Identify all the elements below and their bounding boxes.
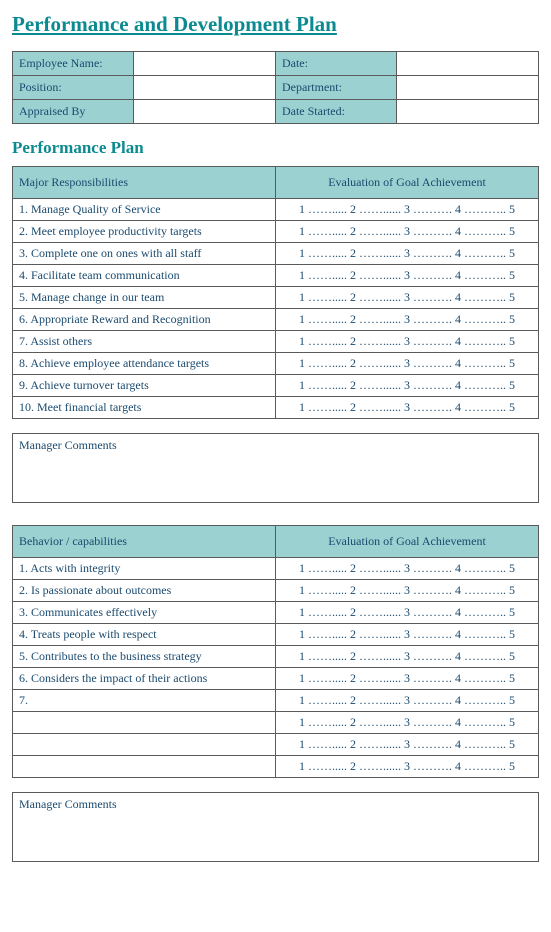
responsibility-item: 2. Meet employee productivity targets: [13, 221, 276, 243]
table-row: 2. Meet employee productivity targets1 ……: [13, 221, 539, 243]
page-title: Performance and Development Plan: [12, 12, 539, 37]
table-row: 1 ……..... 2 ……...... 3 ………. 4 ……….. 5: [13, 756, 539, 778]
table-row: 3. Complete one on ones with all staff1 …: [13, 243, 539, 265]
evaluation-scale[interactable]: 1 ……..... 2 ……...... 3 ………. 4 ……….. 5: [276, 309, 539, 331]
responsibility-item: 10. Meet financial targets: [13, 397, 276, 419]
behaviors-header-left: Behavior / capabilities: [13, 526, 276, 558]
table-row: 8. Achieve employee attendance targets1 …: [13, 353, 539, 375]
evaluation-scale[interactable]: 1 ……..... 2 ……...... 3 ………. 4 ……….. 5: [276, 199, 539, 221]
table-row: 10. Meet financial targets1 ……..... 2 ………: [13, 397, 539, 419]
evaluation-scale[interactable]: 1 ……..... 2 ……...... 3 ………. 4 ……….. 5: [276, 690, 539, 712]
info-label: Department:: [275, 76, 396, 100]
evaluation-scale[interactable]: 1 ……..... 2 ……...... 3 ………. 4 ……….. 5: [276, 265, 539, 287]
table-row: 1 ……..... 2 ……...... 3 ………. 4 ……….. 5: [13, 712, 539, 734]
evaluation-scale[interactable]: 1 ……..... 2 ……...... 3 ………. 4 ……….. 5: [276, 734, 539, 756]
behavior-item: [13, 756, 276, 778]
behavior-item: 5. Contributes to the business strategy: [13, 646, 276, 668]
evaluation-scale[interactable]: 1 ……..... 2 ……...... 3 ………. 4 ……….. 5: [276, 287, 539, 309]
info-label: Date Started:: [275, 100, 396, 124]
table-row: 6. Appropriate Reward and Recognition1 ……: [13, 309, 539, 331]
table-row: 1. Manage Quality of Service1 ……..... 2 …: [13, 199, 539, 221]
responsibilities-table: Major Responsibilities Evaluation of Goa…: [12, 166, 539, 419]
evaluation-scale[interactable]: 1 ……..... 2 ……...... 3 ………. 4 ……….. 5: [276, 243, 539, 265]
behavior-item: [13, 734, 276, 756]
info-value[interactable]: [133, 100, 275, 124]
table-row: 7.1 ……..... 2 ……...... 3 ………. 4 ……….. 5: [13, 690, 539, 712]
behaviors-comments-box[interactable]: Manager Comments: [12, 792, 539, 862]
employee-info-table: Employee Name:Date:Position:Department:A…: [12, 51, 539, 124]
evaluation-scale[interactable]: 1 ……..... 2 ……...... 3 ………. 4 ……….. 5: [276, 331, 539, 353]
responsibility-item: 3. Complete one on ones with all staff: [13, 243, 276, 265]
info-value[interactable]: [396, 52, 538, 76]
responsibility-item: 6. Appropriate Reward and Recognition: [13, 309, 276, 331]
info-row: Position: Department:: [13, 76, 539, 100]
evaluation-scale[interactable]: 1 ……..... 2 ……...... 3 ………. 4 ……….. 5: [276, 375, 539, 397]
evaluation-scale[interactable]: 1 ……..... 2 ……...... 3 ………. 4 ……….. 5: [276, 602, 539, 624]
evaluation-scale[interactable]: 1 ……..... 2 ……...... 3 ………. 4 ……….. 5: [276, 353, 539, 375]
info-value[interactable]: [133, 52, 275, 76]
behavior-item: [13, 712, 276, 734]
responsibilities-comments-box[interactable]: Manager Comments: [12, 433, 539, 503]
info-row: Employee Name: Date:: [13, 52, 539, 76]
info-label: Appraised By: [13, 100, 134, 124]
table-row: 5. Manage change in our team1 ……..... 2 …: [13, 287, 539, 309]
evaluation-scale[interactable]: 1 ……..... 2 ……...... 3 ………. 4 ……….. 5: [276, 558, 539, 580]
responsibility-item: 1. Manage Quality of Service: [13, 199, 276, 221]
behavior-item: 3. Communicates effectively: [13, 602, 276, 624]
evaluation-scale[interactable]: 1 ……..... 2 ……...... 3 ………. 4 ……….. 5: [276, 756, 539, 778]
info-label: Position:: [13, 76, 134, 100]
behaviors-header-right: Evaluation of Goal Achievement: [276, 526, 539, 558]
info-row: Appraised By Date Started:: [13, 100, 539, 124]
table-row: 2. Is passionate about outcomes1 …….....…: [13, 580, 539, 602]
responsibility-item: 7. Assist others: [13, 331, 276, 353]
evaluation-scale[interactable]: 1 ……..... 2 ……...... 3 ………. 4 ……….. 5: [276, 646, 539, 668]
table-row: 9. Achieve turnover targets1 ……..... 2 ……: [13, 375, 539, 397]
evaluation-scale[interactable]: 1 ……..... 2 ……...... 3 ………. 4 ……….. 5: [276, 712, 539, 734]
responsibility-item: 9. Achieve turnover targets: [13, 375, 276, 397]
behavior-item: 7.: [13, 690, 276, 712]
table-row: 4. Treats people with respect1 ……..... 2…: [13, 624, 539, 646]
info-label: Date:: [275, 52, 396, 76]
evaluation-scale[interactable]: 1 ……..... 2 ……...... 3 ………. 4 ……….. 5: [276, 668, 539, 690]
comments-label: Manager Comments: [19, 797, 117, 811]
table-row: 1 ……..... 2 ……...... 3 ………. 4 ……….. 5: [13, 734, 539, 756]
table-row: 3. Communicates effectively1 ……..... 2 ……: [13, 602, 539, 624]
responsibilities-header-right: Evaluation of Goal Achievement: [276, 167, 539, 199]
evaluation-scale[interactable]: 1 ……..... 2 ……...... 3 ………. 4 ……….. 5: [276, 221, 539, 243]
responsibilities-header-left: Major Responsibilities: [13, 167, 276, 199]
behavior-item: 4. Treats people with respect: [13, 624, 276, 646]
behavior-item: 1. Acts with integrity: [13, 558, 276, 580]
info-value[interactable]: [396, 76, 538, 100]
table-row: 5. Contributes to the business strategy1…: [13, 646, 539, 668]
info-label: Employee Name:: [13, 52, 134, 76]
info-value[interactable]: [133, 76, 275, 100]
behavior-item: 6. Considers the impact of their actions: [13, 668, 276, 690]
responsibility-item: 4. Facilitate team communication: [13, 265, 276, 287]
behaviors-table: Behavior / capabilities Evaluation of Go…: [12, 525, 539, 778]
comments-label: Manager Comments: [19, 438, 117, 452]
table-row: 4. Facilitate team communication1 ……....…: [13, 265, 539, 287]
evaluation-scale[interactable]: 1 ……..... 2 ……...... 3 ………. 4 ……….. 5: [276, 397, 539, 419]
behavior-item: 2. Is passionate about outcomes: [13, 580, 276, 602]
table-row: 1. Acts with integrity1 ……..... 2 ……....…: [13, 558, 539, 580]
section-heading: Performance Plan: [12, 138, 539, 158]
evaluation-scale[interactable]: 1 ……..... 2 ……...... 3 ………. 4 ……….. 5: [276, 580, 539, 602]
table-row: 7. Assist others1 ……..... 2 ……...... 3 ……: [13, 331, 539, 353]
table-row: 6. Considers the impact of their actions…: [13, 668, 539, 690]
evaluation-scale[interactable]: 1 ……..... 2 ……...... 3 ………. 4 ……….. 5: [276, 624, 539, 646]
info-value[interactable]: [396, 100, 538, 124]
responsibility-item: 5. Manage change in our team: [13, 287, 276, 309]
responsibility-item: 8. Achieve employee attendance targets: [13, 353, 276, 375]
